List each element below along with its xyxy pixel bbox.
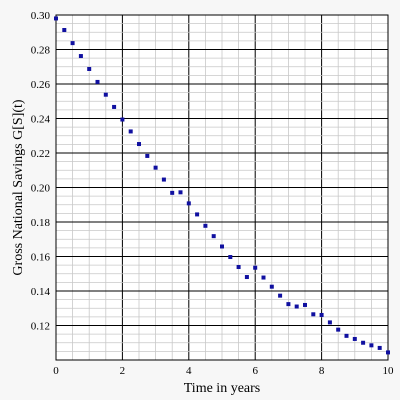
data-point bbox=[386, 350, 390, 355]
data-point bbox=[128, 129, 133, 134]
data-point bbox=[103, 92, 108, 97]
x-tick-label: 8 bbox=[319, 365, 325, 377]
data-point bbox=[327, 320, 332, 325]
data-point bbox=[95, 79, 100, 84]
data-point bbox=[278, 293, 283, 298]
data-point bbox=[62, 28, 67, 33]
y-tick-label: 0.24 bbox=[31, 114, 51, 126]
y-tick-label: 0.18 bbox=[31, 217, 51, 229]
data-point bbox=[186, 201, 191, 206]
data-point bbox=[161, 177, 166, 182]
x-tick-label: 10 bbox=[383, 365, 395, 377]
data-point bbox=[112, 104, 117, 109]
data-point bbox=[269, 284, 274, 289]
x-tick-label: 0 bbox=[53, 365, 59, 377]
data-point bbox=[178, 190, 183, 195]
y-tick-label: 0.30 bbox=[31, 10, 51, 22]
data-point bbox=[303, 302, 307, 307]
data-point bbox=[244, 275, 249, 280]
data-points bbox=[54, 16, 390, 355]
data-point bbox=[70, 41, 75, 46]
data-point bbox=[145, 153, 150, 158]
x-axis-ticks: 0 2 4 6 8 10 bbox=[53, 365, 394, 377]
data-point bbox=[220, 244, 224, 249]
y-axis-title: Gross National Savings G[S](t) bbox=[11, 99, 26, 275]
data-point bbox=[294, 304, 299, 309]
y-tick-label: 0.26 bbox=[31, 79, 51, 91]
x-tick-label: 4 bbox=[186, 365, 192, 377]
data-point bbox=[54, 16, 58, 21]
data-point bbox=[195, 212, 200, 217]
y-tick-label: 0.20 bbox=[31, 183, 51, 195]
data-point bbox=[228, 255, 233, 260]
data-point bbox=[311, 312, 316, 317]
grid-lines bbox=[55, 14, 389, 361]
data-point bbox=[170, 190, 175, 195]
y-axis-ticks: 0.12 0.14 0.16 0.18 0.20 0.22 0.24 0.26 0.28 0.30 bbox=[31, 10, 51, 333]
data-point bbox=[344, 333, 349, 338]
plot-area bbox=[55, 14, 389, 361]
data-point bbox=[120, 117, 125, 122]
data-point bbox=[352, 336, 357, 341]
data-point bbox=[211, 234, 216, 239]
x-axis-title: Time in years bbox=[184, 381, 260, 396]
x-tick-label: 6 bbox=[252, 365, 258, 377]
data-point bbox=[87, 66, 92, 71]
data-point bbox=[361, 340, 366, 345]
y-tick-label: 0.28 bbox=[31, 45, 51, 57]
data-point bbox=[261, 275, 266, 280]
y-tick-label: 0.12 bbox=[31, 321, 50, 333]
y-tick-label: 0.22 bbox=[31, 148, 50, 160]
x-tick-label: 2 bbox=[120, 365, 126, 377]
data-point bbox=[319, 312, 324, 317]
data-point bbox=[253, 265, 258, 270]
data-point bbox=[236, 265, 241, 270]
data-point bbox=[377, 345, 382, 350]
data-point bbox=[78, 54, 83, 59]
data-point bbox=[369, 343, 374, 348]
data-point bbox=[336, 327, 341, 332]
data-point bbox=[137, 142, 141, 147]
y-tick-label: 0.16 bbox=[31, 252, 51, 264]
data-point bbox=[286, 302, 291, 307]
data-point bbox=[153, 165, 158, 170]
y-tick-label: 0.14 bbox=[31, 286, 51, 298]
data-point bbox=[203, 223, 208, 228]
